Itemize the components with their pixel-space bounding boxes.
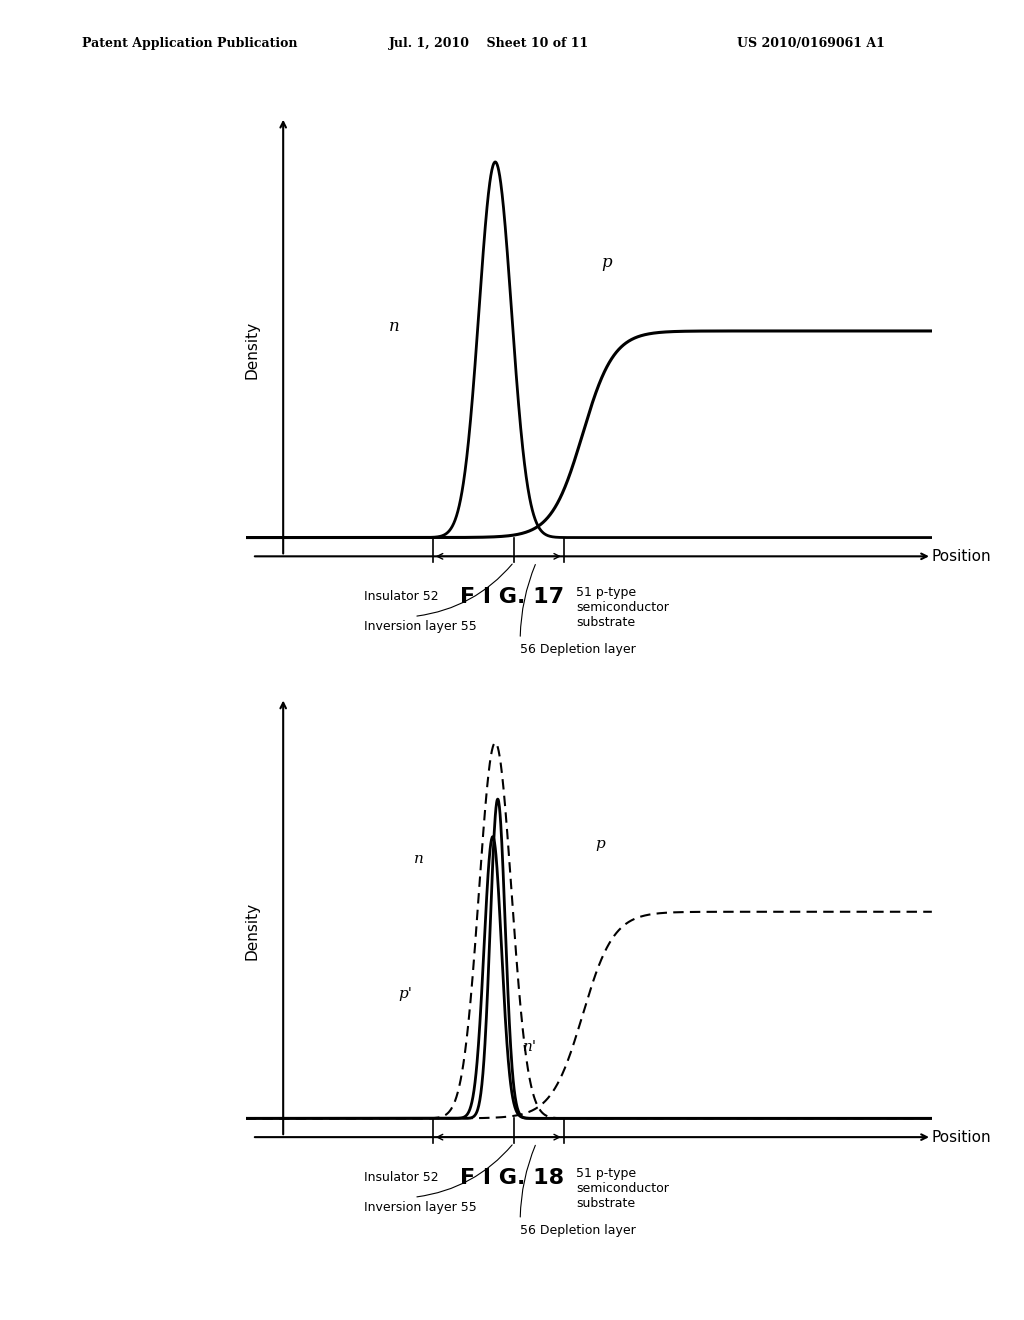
Text: n': n' xyxy=(522,1040,537,1053)
Text: 56 Depletion layer: 56 Depletion layer xyxy=(520,1224,636,1237)
Text: US 2010/0169061 A1: US 2010/0169061 A1 xyxy=(737,37,885,50)
Text: Density: Density xyxy=(245,321,259,379)
Text: p': p' xyxy=(398,987,412,1001)
Text: Position: Position xyxy=(932,1130,991,1144)
Text: Inversion layer 55: Inversion layer 55 xyxy=(365,1201,477,1214)
Text: Insulator 52: Insulator 52 xyxy=(365,590,439,603)
Text: Jul. 1, 2010    Sheet 10 of 11: Jul. 1, 2010 Sheet 10 of 11 xyxy=(389,37,590,50)
Text: F I G. 17: F I G. 17 xyxy=(460,587,564,607)
Text: Insulator 52: Insulator 52 xyxy=(365,1171,439,1184)
Text: 51 p-type
semiconductor
substrate: 51 p-type semiconductor substrate xyxy=(577,1167,670,1210)
Text: Position: Position xyxy=(932,549,991,564)
Text: 51 p-type
semiconductor
substrate: 51 p-type semiconductor substrate xyxy=(577,586,670,630)
Text: Inversion layer 55: Inversion layer 55 xyxy=(365,620,477,634)
Text: Density: Density xyxy=(245,902,259,960)
Text: n: n xyxy=(389,318,400,335)
Text: F I G. 18: F I G. 18 xyxy=(460,1168,564,1188)
Text: p: p xyxy=(595,837,605,851)
Text: p: p xyxy=(601,255,612,271)
Text: 56 Depletion layer: 56 Depletion layer xyxy=(520,643,636,656)
Text: Patent Application Publication: Patent Application Publication xyxy=(82,37,297,50)
Text: n: n xyxy=(414,851,424,866)
